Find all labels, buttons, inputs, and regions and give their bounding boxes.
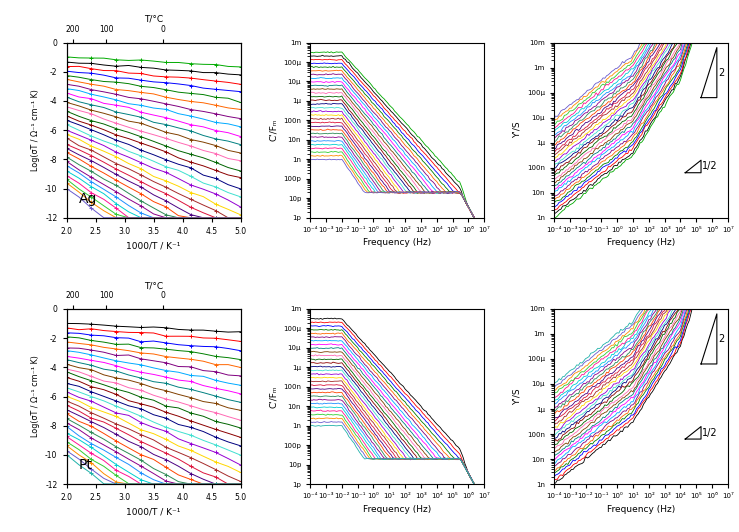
Y-axis label: Log(σT / Ω⁻¹ cm⁻¹ K): Log(σT / Ω⁻¹ cm⁻¹ K) <box>30 89 40 171</box>
X-axis label: T/°C: T/°C <box>144 15 163 24</box>
X-axis label: Frequency (Hz): Frequency (Hz) <box>363 238 432 247</box>
Y-axis label: C'/Fₘ: C'/Fₘ <box>268 385 278 408</box>
Text: Ag: Ag <box>78 192 97 205</box>
Y-axis label: Y'/S: Y'/S <box>512 122 521 138</box>
Text: 1/2: 1/2 <box>702 428 718 438</box>
Text: 2: 2 <box>718 68 724 78</box>
X-axis label: 1000/T / K⁻¹: 1000/T / K⁻¹ <box>126 508 181 517</box>
Text: 1/2: 1/2 <box>702 162 718 171</box>
X-axis label: Frequency (Hz): Frequency (Hz) <box>363 505 432 514</box>
X-axis label: T/°C: T/°C <box>144 281 163 290</box>
X-axis label: 1000/T / K⁻¹: 1000/T / K⁻¹ <box>126 242 181 251</box>
X-axis label: Frequency (Hz): Frequency (Hz) <box>607 505 675 514</box>
Y-axis label: Log(σT / Ω⁻¹ cm⁻¹ K): Log(σT / Ω⁻¹ cm⁻¹ K) <box>30 355 40 437</box>
Text: 2: 2 <box>718 334 724 344</box>
Y-axis label: C'/Fₘ: C'/Fₘ <box>268 119 278 142</box>
X-axis label: Frequency (Hz): Frequency (Hz) <box>607 238 675 247</box>
Y-axis label: Y'/S: Y'/S <box>512 388 521 405</box>
Text: Pt: Pt <box>78 458 92 472</box>
